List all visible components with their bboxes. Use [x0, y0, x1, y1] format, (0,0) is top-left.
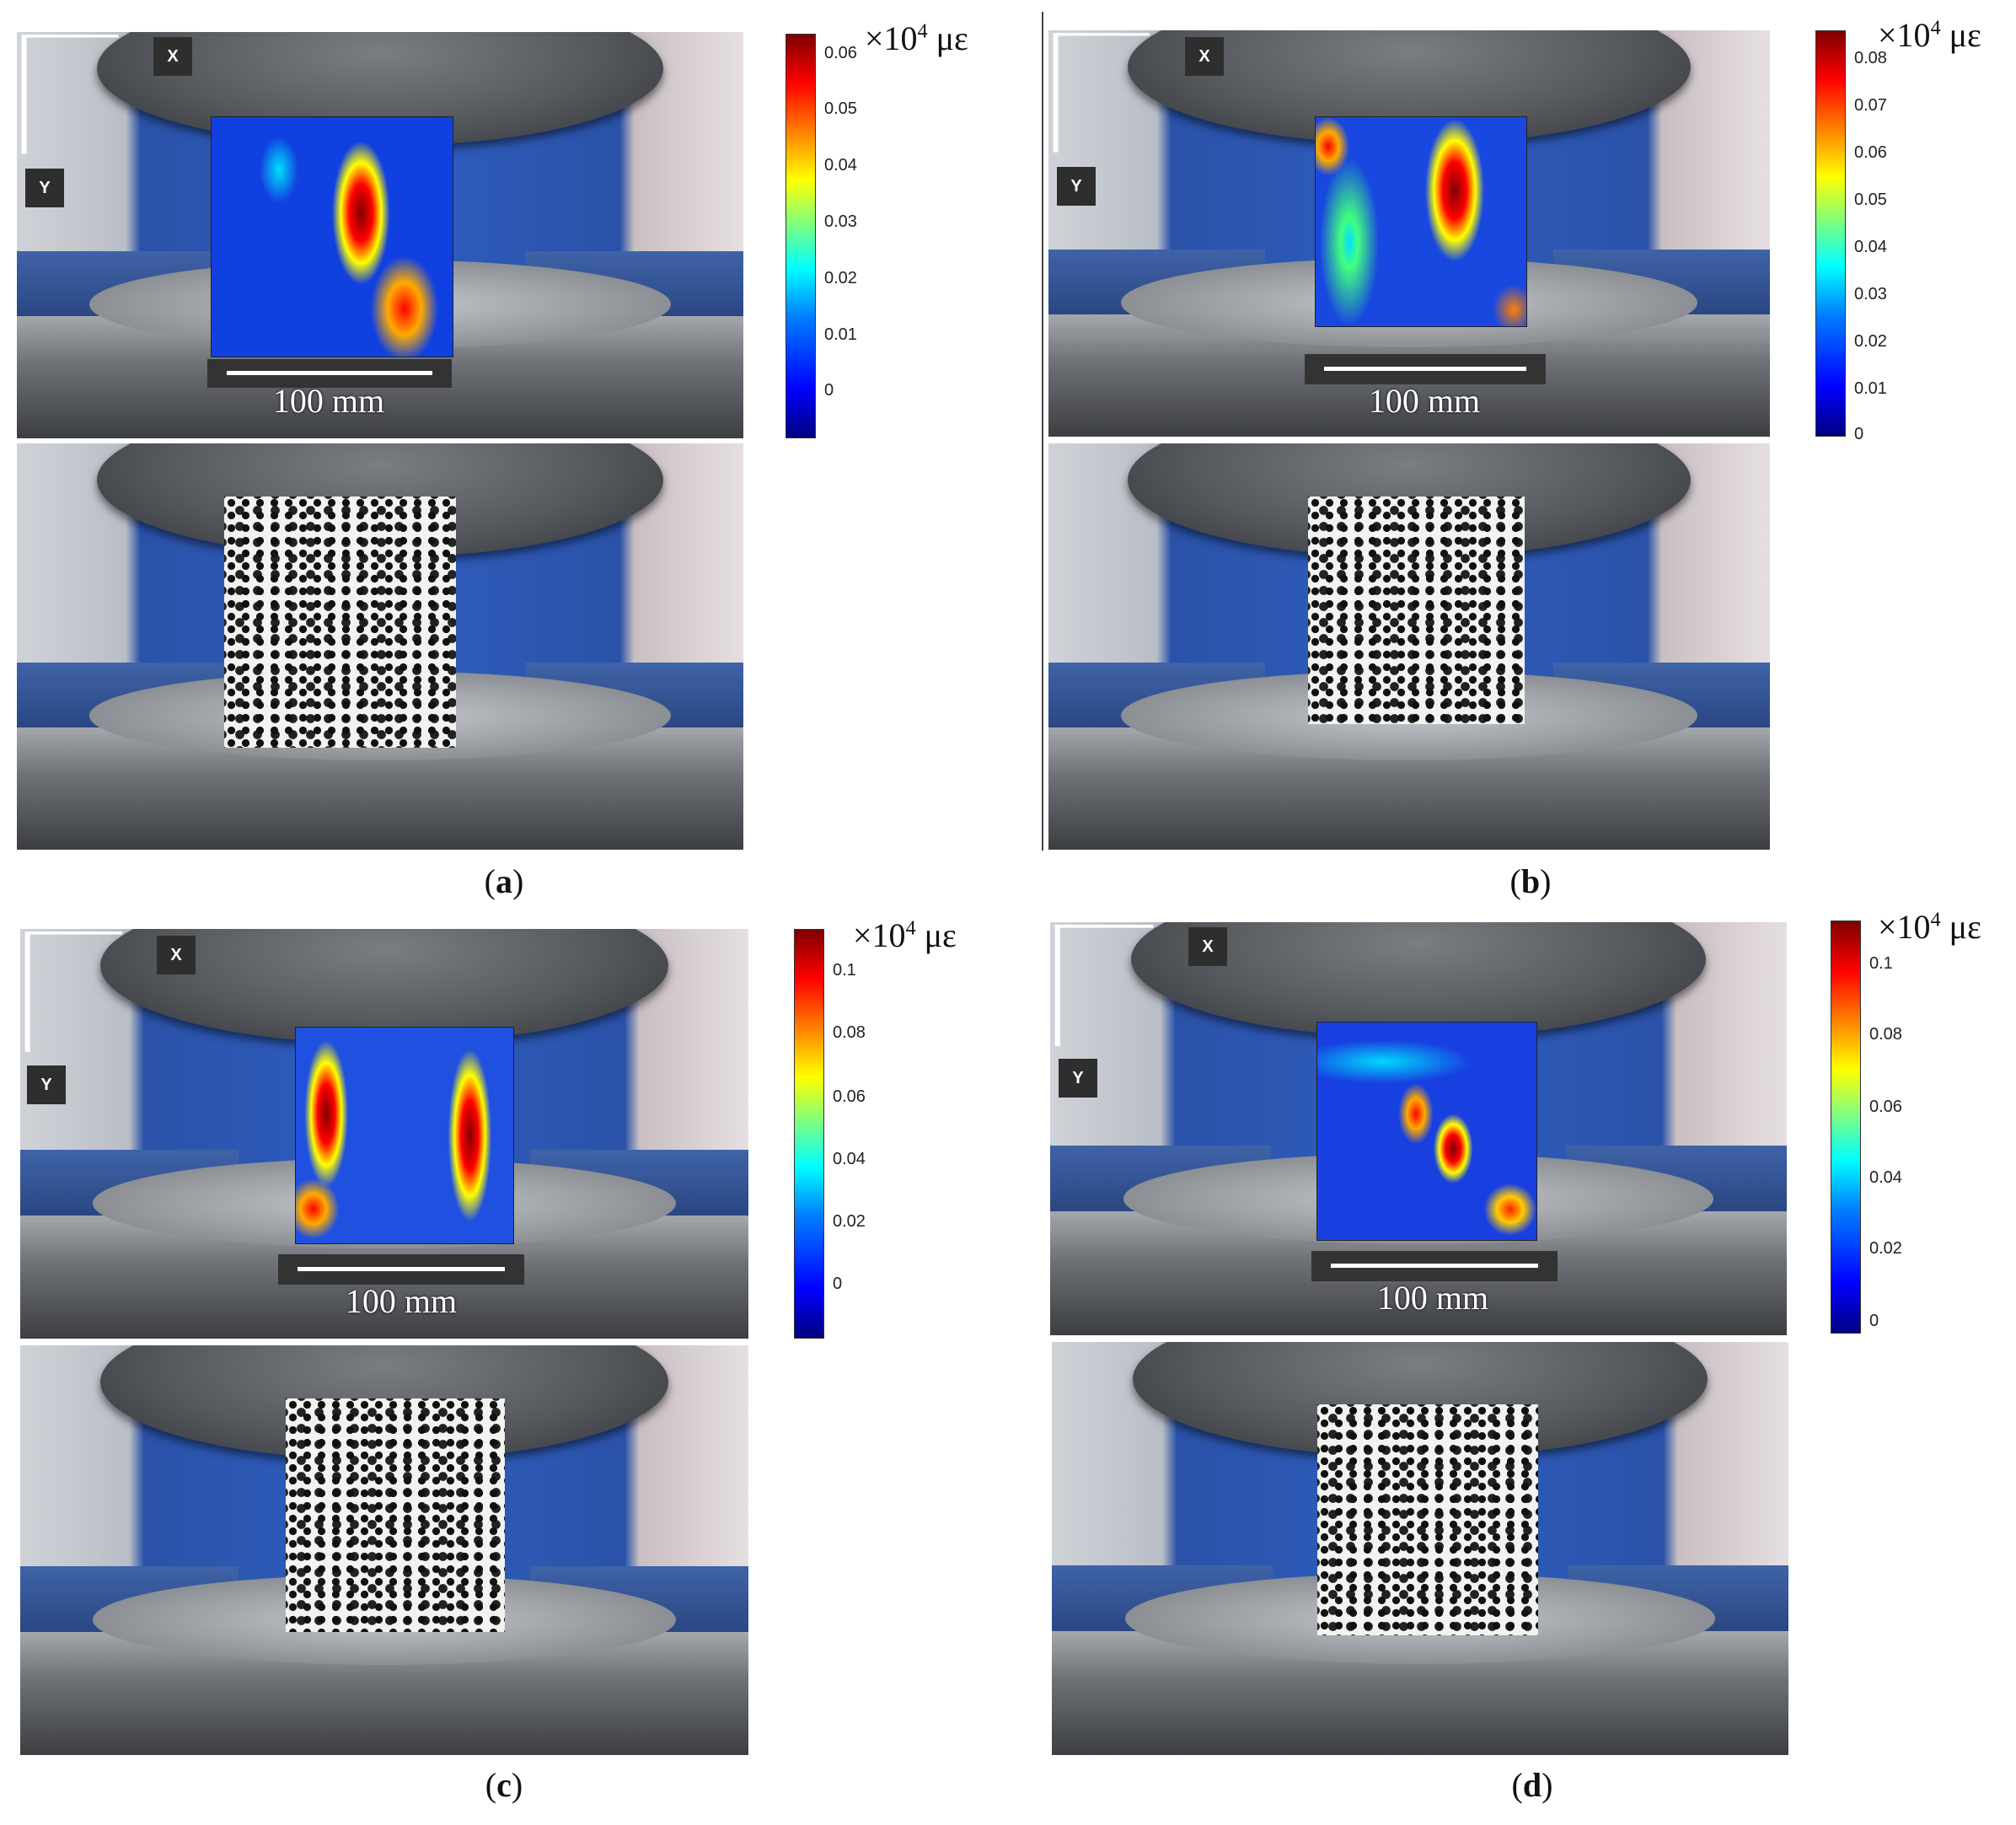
scale-bar [1305, 354, 1546, 384]
colorbar-tick: 0.06 [1854, 143, 1887, 162]
vertical-divider [1042, 12, 1043, 851]
caption-c: (c) [485, 1766, 523, 1804]
caption-a: (a) [484, 862, 524, 900]
axis-y-label: Y [27, 1065, 66, 1104]
colorbar-unit: ×104 με [865, 19, 968, 57]
scale-bar-label: 100 mm [272, 382, 385, 420]
colorbar-tick: 0.01 [1854, 379, 1887, 398]
panel-c-specimen-photo [20, 1345, 748, 1755]
colorbar-tick: 0 [824, 381, 834, 400]
caption-b: (b) [1509, 862, 1552, 900]
speckle-specimen [223, 496, 457, 749]
axis-corner-bracket [1054, 925, 1154, 1046]
colorbar-tick: 0.03 [824, 212, 857, 231]
colorbar-tick: 0 [1869, 1312, 1879, 1330]
axis-y-label: Y [1059, 1059, 1097, 1098]
colorbar-tick: 0.04 [1869, 1168, 1902, 1187]
colorbar-tick: 0.05 [1854, 191, 1887, 209]
colorbar-unit: ×104 με [853, 916, 957, 954]
axis-x-label: X [153, 37, 192, 76]
panel-c-strain-photo [20, 929, 748, 1339]
colorbar-tick: 0.04 [1854, 238, 1887, 256]
speckle-specimen [286, 1398, 505, 1633]
scale-bar [278, 1254, 524, 1285]
panel-b-specimen-photo [1048, 443, 1770, 850]
colorbar-tick: 0 [833, 1275, 843, 1293]
colorbar-tick: 0 [1854, 425, 1864, 443]
strain-map [295, 1027, 514, 1244]
scale-bar-label: 100 mm [1368, 382, 1481, 420]
colorbar-tick: 0.08 [1854, 49, 1887, 67]
axis-y-label: Y [1057, 167, 1096, 206]
colorbar-unit: ×104 με [1878, 16, 1981, 54]
scale-bar [1311, 1251, 1558, 1281]
colorbar-tick: 0.01 [824, 325, 857, 344]
colorbar-tick: 0.03 [1854, 285, 1887, 303]
colorbar-tick: 0.04 [833, 1150, 866, 1168]
speckle-specimen [1316, 1404, 1538, 1635]
colorbar-tick: 0.06 [824, 44, 857, 62]
axis-x-label: X [157, 936, 196, 974]
colorbar-tick: 0.1 [833, 961, 856, 980]
colorbar [794, 929, 824, 1339]
colorbar-tick: 0.02 [824, 269, 857, 287]
scale-bar-label: 100 mm [345, 1282, 458, 1320]
colorbar-tick: 0.02 [833, 1212, 866, 1231]
speckle-specimen [1308, 496, 1525, 724]
colorbar-tick: 0.07 [1854, 96, 1887, 115]
axis-x-label: X [1188, 927, 1227, 966]
colorbar-tick: 0.04 [824, 156, 857, 174]
colorbar-tick: 0.05 [824, 99, 857, 118]
colorbar [1815, 30, 1846, 437]
colorbar-tick: 0.02 [1869, 1239, 1902, 1258]
axis-y-label: Y [25, 169, 64, 207]
colorbar-tick: 0.06 [833, 1087, 866, 1106]
colorbar-tick: 0.02 [1854, 332, 1887, 351]
axis-corner-bracket [21, 35, 119, 154]
colorbar-tick: 0.08 [1869, 1025, 1902, 1044]
axis-corner-bracket [1053, 33, 1150, 153]
colorbar-tick: 0.08 [833, 1023, 866, 1042]
panel-a-specimen-photo [17, 443, 743, 850]
panel-d-specimen-photo [1052, 1342, 1788, 1755]
scale-bar-label: 100 mm [1376, 1279, 1489, 1317]
colorbar [1831, 921, 1861, 1334]
axis-corner-bracket [24, 931, 122, 1052]
colorbar-tick: 0.1 [1869, 954, 1893, 973]
strain-map [211, 116, 453, 357]
colorbar-unit: ×104 με [1878, 908, 1981, 946]
colorbar-tick: 0.06 [1869, 1098, 1902, 1116]
scale-bar [207, 359, 452, 388]
colorbar [785, 34, 816, 438]
axis-x-label: X [1185, 37, 1224, 76]
strain-map [1316, 1022, 1537, 1241]
strain-map [1315, 116, 1527, 327]
caption-d: (d) [1511, 1766, 1553, 1804]
